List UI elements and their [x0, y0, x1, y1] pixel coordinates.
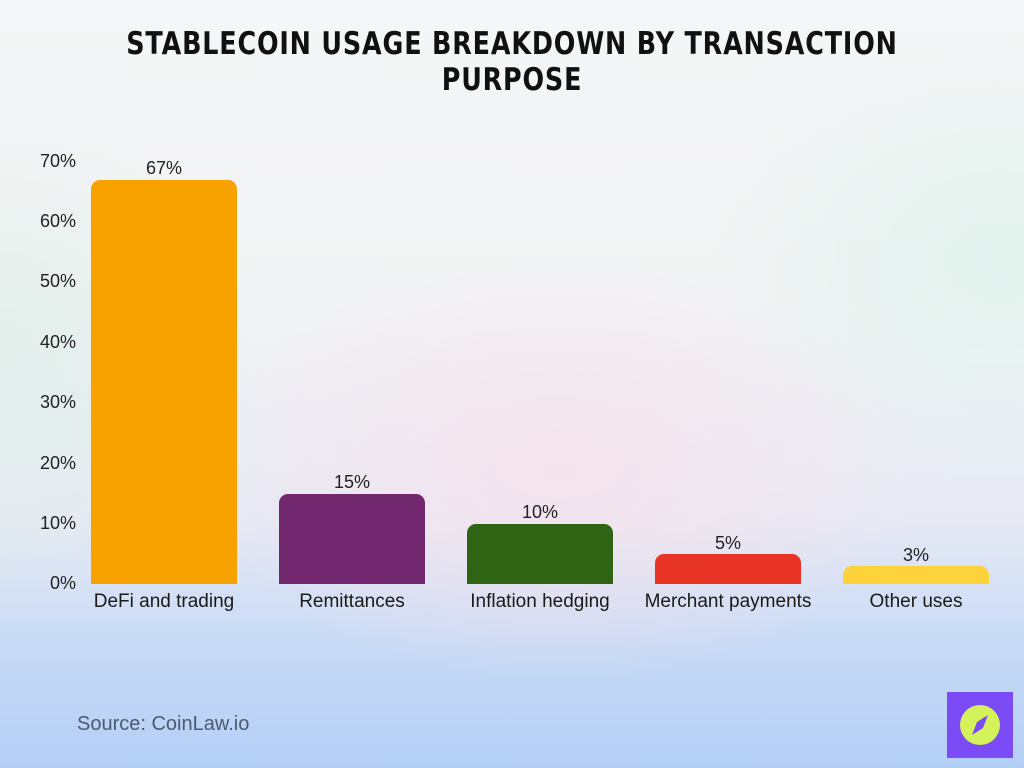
bar-inflation-hedging	[467, 524, 613, 584]
value-label: 15%	[333, 472, 371, 492]
x-tick-label: Merchant payments	[644, 591, 812, 612]
value-label: 10%	[521, 502, 559, 522]
chart-title: Stablecoin Usage Breakdown by Transactio…	[126, 26, 898, 98]
value-label: 3%	[902, 545, 929, 565]
value-label: 67%	[145, 158, 183, 178]
bar-defi-and-trading	[91, 180, 237, 584]
y-tick: 0%	[49, 573, 76, 593]
brand-logo	[947, 692, 1013, 758]
x-tick-label: Inflation hedging	[470, 591, 610, 612]
value-label: 5%	[714, 533, 741, 553]
y-tick: 60%	[39, 211, 76, 231]
y-tick: 70%	[39, 151, 76, 171]
bar-other-uses	[843, 566, 989, 584]
y-tick: 40%	[39, 332, 76, 352]
y-tick: 30%	[39, 392, 76, 412]
y-tick: 50%	[39, 271, 76, 291]
y-tick: 20%	[39, 453, 76, 473]
x-tick-label: DeFi and trading	[93, 591, 235, 612]
bar-merchant-payments	[655, 554, 801, 584]
compass-icon	[960, 705, 1000, 745]
y-tick: 10%	[39, 513, 76, 533]
x-tick-label: Other uses	[869, 591, 963, 612]
source-note: Source: CoinLaw.io	[77, 713, 250, 735]
x-tick-label: Remittances	[299, 591, 405, 612]
bar-remittances	[279, 494, 425, 584]
